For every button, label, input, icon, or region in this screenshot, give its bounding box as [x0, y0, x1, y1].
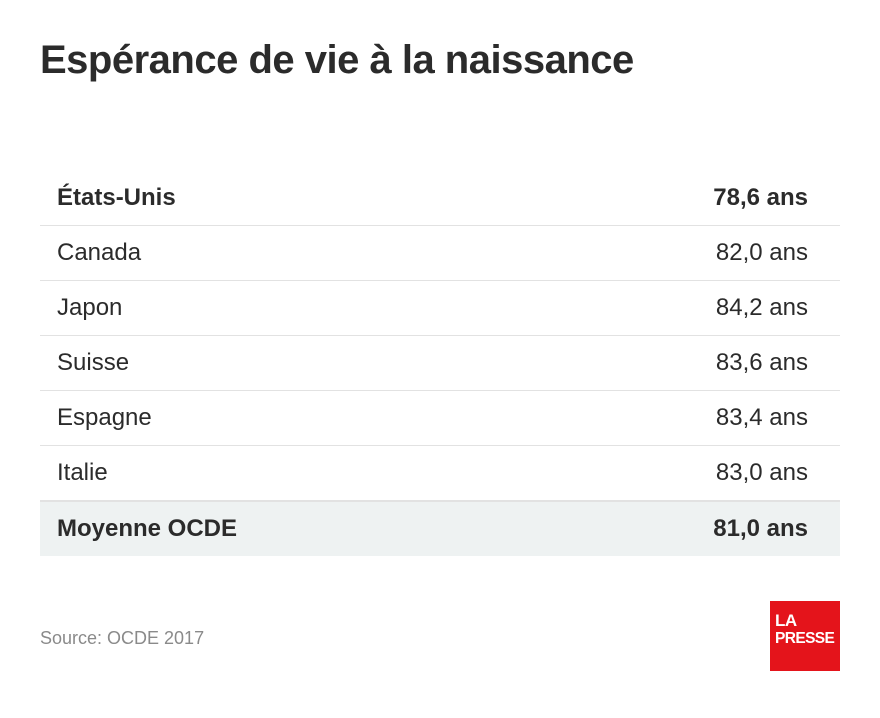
life-expectancy-value: 83,0 ans [715, 459, 808, 486]
life-expectancy-table: États-Unis 78,6 ans Canada 82,0 ans Japon 84,… [40, 171, 840, 556]
life-expectancy-value: 84,2 ans [715, 294, 808, 321]
country-label: Suisse [57, 349, 130, 376]
table-row: Canada 82,0 ans [40, 226, 840, 281]
country-label: États-Unis [57, 184, 176, 211]
page-title: Espérance de vie à la naissance [40, 38, 634, 82]
source-note: Source: OCDE 2017 [40, 628, 205, 648]
life-expectancy-value: 83,4 ans [715, 404, 808, 431]
logo-line-2: PRESSE [775, 630, 835, 647]
table-row: Moyenne OCDE 81,0 ans [40, 501, 840, 556]
country-label: Canada [57, 239, 142, 266]
life-expectancy-value: 78,6 ans [713, 184, 808, 211]
la-presse-logo: LA PRESSE [770, 601, 840, 671]
life-expectancy-value: 81,0 ans [713, 515, 808, 542]
table-row: Espagne 83,4 ans [40, 391, 840, 446]
table-row: Japon 84,2 ans [40, 281, 840, 336]
table-row: Italie 83,0 ans [40, 446, 840, 501]
table-row: États-Unis 78,6 ans [40, 171, 840, 226]
country-label: Espagne [57, 404, 152, 431]
life-expectancy-value: 83,6 ans [715, 349, 808, 376]
country-label: Moyenne OCDE [57, 515, 238, 542]
logo-line-1: LA [775, 611, 797, 630]
country-label: Japon [57, 294, 123, 321]
country-label: Italie [57, 459, 108, 486]
table-row: Suisse 83,6 ans [40, 336, 840, 391]
life-expectancy-value: 82,0 ans [715, 239, 808, 266]
